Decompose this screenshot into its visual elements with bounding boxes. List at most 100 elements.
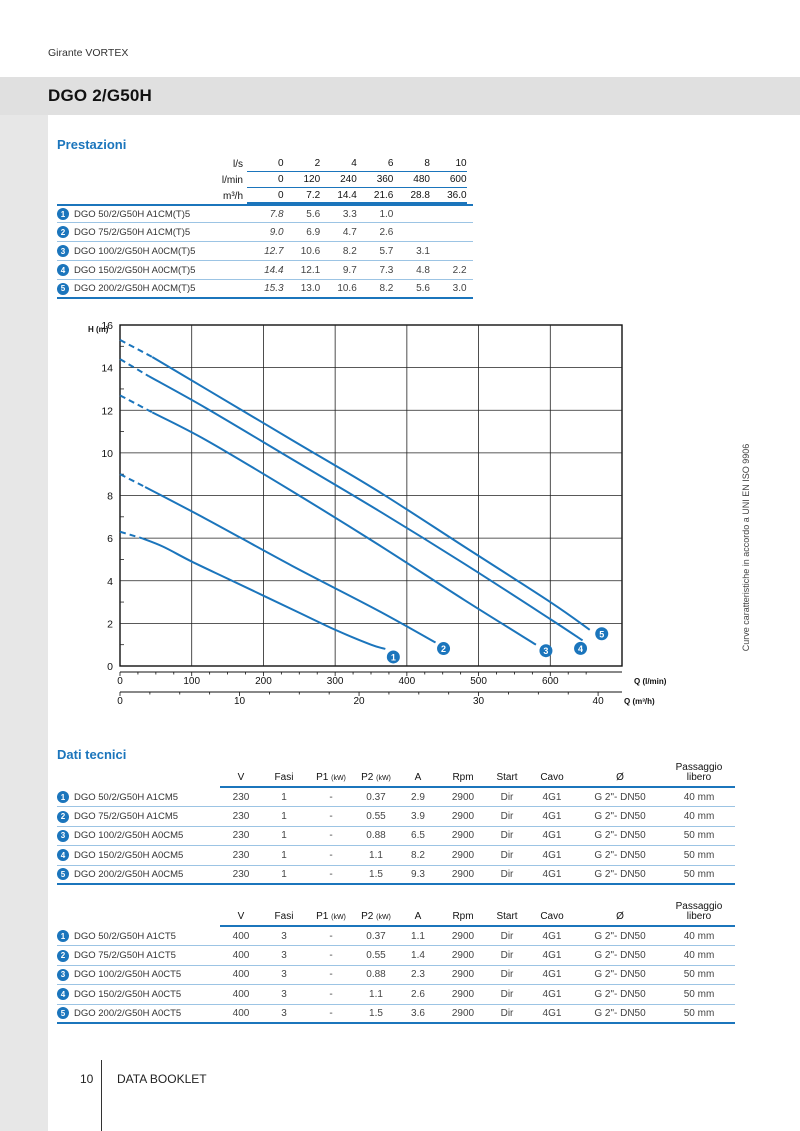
col-header-v: V <box>237 772 245 783</box>
cell-rpm: 2900 <box>451 791 475 803</box>
x-tick-label-lmin: 0 <box>117 676 123 687</box>
unit-value: 14.4 <box>337 189 357 201</box>
side-stripe <box>0 115 48 1131</box>
col-header-a: A <box>414 911 422 922</box>
model-name: DGO 100/2/G50H A0CM(T)5 <box>74 245 196 257</box>
cell-diam: G 2"- DN50 <box>594 1007 646 1019</box>
col-header-a: A <box>414 772 422 783</box>
tech-table-single-phase: V Fasi P1 (kW) P2 (kW) A Rpm Start Cavo Ø Passagg… <box>57 763 735 885</box>
page-title: DGO 2/G50H <box>48 86 153 105</box>
head-value: 3.0 <box>452 283 467 294</box>
y-tick-label: 8 <box>107 491 113 503</box>
number-badge: 4 <box>57 849 69 862</box>
number-badge: 2 <box>57 949 69 962</box>
tech-row: 1 DGO 50/2/G50H A1CT5 400 3 - 0.37 1.1 2900 Dir 4… <box>57 927 735 947</box>
head-value: 8.2 <box>342 245 357 257</box>
cell-diam: G 2"- DN50 <box>594 988 646 1000</box>
tech-row: 1 DGO 50/2/G50H A1CM5 230 1 - 0.37 2.9 2900 Dir 4… <box>57 788 735 808</box>
head-value: 10.6 <box>337 283 357 294</box>
cell-start: Dir <box>500 811 514 823</box>
y-tick-label: 16 <box>101 320 113 332</box>
booklet-label: DATA BOOKLET <box>117 1072 207 1086</box>
unit-value: 360 <box>376 174 394 185</box>
number-badge: 4 <box>57 264 69 276</box>
col-header-p1: P1 (kW) <box>306 772 356 783</box>
cell-rpm: 2900 <box>451 988 475 1000</box>
cell-cavo: 4G1 <box>542 849 562 861</box>
col-header-passaggio: Passaggio libero <box>664 763 734 783</box>
tech-row: 2 DGO 75/2/G50H A1CM5 230 1 - 0.55 3.9 2900 Dir 4… <box>57 807 735 827</box>
performance-row: 3 DGO 100/2/G50H A0CM(T)5 12.7 10.6 8.2 5… <box>57 242 473 261</box>
cell-p2: 1.1 <box>369 849 383 861</box>
cell-p2: 0.37 <box>366 791 386 803</box>
unit-value: 4 <box>351 158 357 169</box>
cell-cavo: 4G1 <box>542 868 562 880</box>
tech-row: 5 DGO 200/2/G50H A0CM5 230 1 - 1.5 9.3 2900 Dir 4… <box>57 866 735 885</box>
curve-badge-label-4: 4 <box>578 644 583 654</box>
unit-value: 6 <box>387 158 394 169</box>
cell-cavo: 4G1 <box>542 988 562 1000</box>
curve-dashed-1 <box>119 530 142 540</box>
x-tick-label-m3h: 20 <box>353 696 365 707</box>
number-badge: 2 <box>57 226 69 238</box>
model-name: DGO 75/2/G50H A1CT5 <box>74 950 176 962</box>
curve-1 <box>141 537 386 650</box>
head-value: 9.0 <box>269 226 284 238</box>
curve-4 <box>148 375 584 642</box>
cell-a: 2.6 <box>411 988 425 1000</box>
cell-start: Dir <box>500 969 514 981</box>
cell-a: 2.3 <box>411 969 425 981</box>
curve-badge-label-2: 2 <box>441 644 446 654</box>
curve-5 <box>151 356 591 631</box>
cell-pass: 50 mm <box>683 868 715 880</box>
unit-value: 7.2 <box>306 189 321 201</box>
model-name: DGO 50/2/G50H A1CM5 <box>74 791 179 803</box>
unit-value: 0 <box>278 189 284 201</box>
head-value: 13.0 <box>300 283 321 294</box>
x-tick-label-m3h: 40 <box>593 696 605 707</box>
tech-table-three-phase: V Fasi P1 (kW) P2 (kW) A Rpm Start Cavo Ø Passagg… <box>57 902 735 1024</box>
col-header-p1-label: P1 <box>316 911 329 922</box>
col-header-fasi: Fasi <box>274 772 294 783</box>
tech-title: Dati tecnici <box>57 747 127 762</box>
x-tick-label-m3h: 30 <box>473 696 485 707</box>
cell-p1: - <box>329 868 333 880</box>
number-badge: 1 <box>57 208 69 220</box>
performance-title: Prestazioni <box>57 137 127 152</box>
head-value: 14.4 <box>264 264 284 276</box>
running-head: Girante VORTEX <box>48 47 129 59</box>
model-name: DGO 150/2/G50H A0CT5 <box>74 988 182 1000</box>
cell-p1: - <box>329 969 333 981</box>
cell-fasi: 3 <box>281 950 287 962</box>
model-name: DGO 200/2/G50H A0CM(T)5 <box>74 283 196 294</box>
side-note-text: Curve caratteristiche in accordo a UNI E… <box>741 443 751 652</box>
model-name: DGO 75/2/G50H A1CM5 <box>74 811 179 823</box>
curve-badge-1 <box>386 650 400 664</box>
y-axis-label: H (m) <box>88 325 109 334</box>
page-number: 10 <box>80 1072 94 1086</box>
cell-rpm: 2900 <box>451 1007 475 1019</box>
cell-rpm: 2900 <box>451 868 475 880</box>
head-value: 3.1 <box>416 245 430 257</box>
curve-dashed-2 <box>119 473 146 488</box>
performance-row: 4 DGO 150/2/G50H A0CM(T)5 14.4 12.1 9.7 7… <box>57 261 473 280</box>
cell-cavo: 4G1 <box>542 969 562 981</box>
model-name: DGO 50/2/G50H A1CT5 <box>74 930 176 942</box>
cell-p2: 0.37 <box>366 930 386 942</box>
unit-value: 240 <box>340 174 357 185</box>
model-name: DGO 100/2/G50H A0CT5 <box>74 969 182 981</box>
curve-badge-3 <box>539 644 553 658</box>
x-axis-label-lmin: Q (l/min) <box>634 677 667 686</box>
col-header-start: Start <box>496 911 518 922</box>
number-badge: 5 <box>57 282 69 295</box>
number-badge: 5 <box>57 868 69 881</box>
unit-value: 600 <box>449 174 467 185</box>
cell-v: 230 <box>232 849 250 861</box>
unit-label: m³/h <box>223 190 243 202</box>
curve-badge-label-5: 5 <box>599 629 604 639</box>
head-value: 6.9 <box>306 226 321 238</box>
cell-pass: 50 mm <box>683 988 715 1000</box>
y-tick-label: 0 <box>107 661 113 673</box>
cell-start: Dir <box>500 791 514 803</box>
head-value: 8.2 <box>379 283 394 294</box>
